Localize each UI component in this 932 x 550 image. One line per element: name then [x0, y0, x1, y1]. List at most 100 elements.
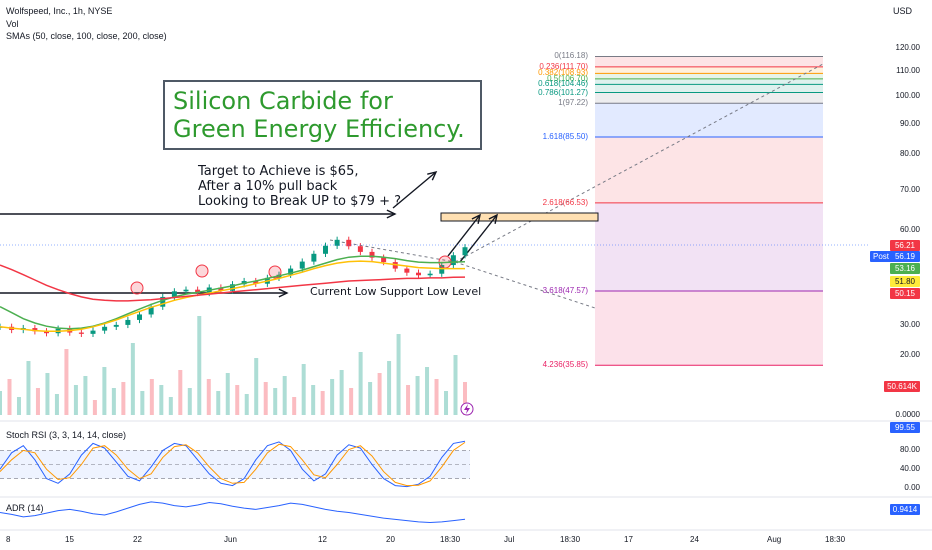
horizontal-arrow-head [386, 209, 397, 219]
time-tick-label: Jun [224, 535, 237, 544]
volume-bar [0, 391, 2, 415]
fib-zone [595, 92, 823, 104]
up-arrow-head [471, 213, 481, 224]
candle-body [311, 253, 317, 262]
up-arrow-head [427, 170, 438, 181]
candle-body [334, 239, 340, 246]
price-tag: 50.15 [890, 288, 920, 299]
volume-tick-label: 0.0000 [895, 410, 920, 419]
currency-label: USD [892, 6, 912, 16]
trend-annotations [0, 170, 599, 298]
candle-body [137, 314, 142, 320]
time-tick-label: 20 [386, 535, 395, 544]
volume-bar [178, 370, 183, 415]
volume-bar [92, 400, 97, 415]
volume-bar [263, 382, 268, 415]
volume-bar [168, 397, 173, 415]
price-axis[interactable] [0, 244, 932, 531]
stoch-value-tag: 99.55 [890, 422, 920, 433]
time-tick-label: 8 [6, 535, 11, 544]
target-note-line-1: Target to Achieve is $65, [198, 164, 359, 179]
volume-bar [463, 382, 467, 415]
candle-body [346, 239, 352, 247]
candle-body [299, 261, 305, 269]
time-tick-label: Jul [504, 535, 515, 544]
fib-level-label: 4.236(35.85) [542, 360, 588, 370]
volume-bar [301, 364, 306, 415]
price-tick-label: 100.00 [895, 90, 920, 100]
sma-line [0, 264, 466, 302]
fib-level-label: 0.5(106.70) [547, 73, 588, 83]
fib-zone [595, 103, 823, 138]
volume-bar [415, 376, 420, 415]
up-arrow-head [488, 213, 498, 224]
title-annotation-box[interactable]: Silicon Carbide for Green Energy Efficie… [163, 80, 482, 150]
volume-bar [7, 379, 12, 415]
price-tick-label: 60.00 [899, 225, 920, 234]
fib-zone [595, 84, 823, 93]
volume-bar [444, 391, 449, 415]
volume-legend: Vol [6, 19, 19, 29]
price-tag: 56.21 [890, 240, 920, 251]
volume-bar [453, 355, 458, 415]
volume-bar [130, 343, 135, 415]
sma-legend: SMAs (50, close, 100, close, 200, close) [6, 31, 167, 41]
candle-body [450, 255, 456, 266]
volume-bar [320, 391, 325, 415]
volume-bar [311, 385, 316, 415]
moving-averages [0, 255, 466, 333]
volume-bar [225, 373, 230, 415]
volume-bar [254, 358, 259, 415]
time-tick-label: 22 [133, 535, 142, 544]
time-tick-label: 18:30 [825, 535, 846, 544]
fib-level-label: 1(97.22) [558, 98, 588, 108]
fib-zone [595, 137, 823, 203]
fibonacci-retracement[interactable] [454, 55, 824, 366]
volume-bar [244, 394, 249, 415]
candle-body [102, 326, 108, 331]
volume-bar [349, 388, 354, 415]
stoch-tick-label: 80.00 [899, 445, 920, 455]
candle-body [44, 331, 49, 334]
stoch-line [0, 441, 466, 487]
up-arrow [392, 171, 437, 209]
volume-bar [206, 379, 211, 415]
price-tick-label: 80.00 [899, 149, 920, 159]
candle-body [230, 284, 235, 291]
fib-level-label: 2.618(66.53) [542, 197, 588, 207]
price-tick-label: 70.00 [899, 184, 920, 194]
volume-bar [282, 376, 287, 415]
adr-line [0, 501, 466, 524]
fib-trend-line [454, 261, 596, 309]
fib-level-label: 0.236(111.70) [539, 61, 588, 71]
volume-bar [368, 382, 373, 415]
target-zone-box [440, 212, 599, 222]
candle-body [78, 332, 84, 334]
volume-bar [111, 388, 116, 415]
volume-bar [64, 349, 69, 415]
volume-bars [0, 316, 474, 416]
support-arrow-head [278, 288, 289, 298]
title-line-1: Silicon Carbide for [173, 87, 393, 115]
up-arrow [447, 214, 481, 257]
adr-value-tag: 0.9414 [890, 504, 920, 515]
candle-body [218, 287, 224, 291]
time-tick-label: 15 [65, 535, 74, 544]
volume-bar [406, 385, 411, 415]
support-touch-marker [268, 265, 282, 279]
stoch-title: Stoch RSI (3, 3, 14, 14, close) [6, 430, 127, 440]
candle-body [357, 246, 363, 252]
stoch-tick-label: 40.00 [899, 464, 920, 474]
candle-body [113, 324, 119, 327]
support-note: Current Low Support Low Level [310, 285, 482, 298]
candle-body [323, 245, 328, 254]
fib-zone [595, 290, 823, 366]
volume-bar [83, 376, 88, 415]
price-tag: 56.19 [890, 251, 920, 262]
fib-zone [595, 66, 823, 74]
title-line-2: Green Energy Efficiency. [173, 115, 465, 143]
volume-bar [54, 394, 59, 415]
volume-bar [102, 367, 107, 415]
volume-bar [140, 391, 145, 415]
